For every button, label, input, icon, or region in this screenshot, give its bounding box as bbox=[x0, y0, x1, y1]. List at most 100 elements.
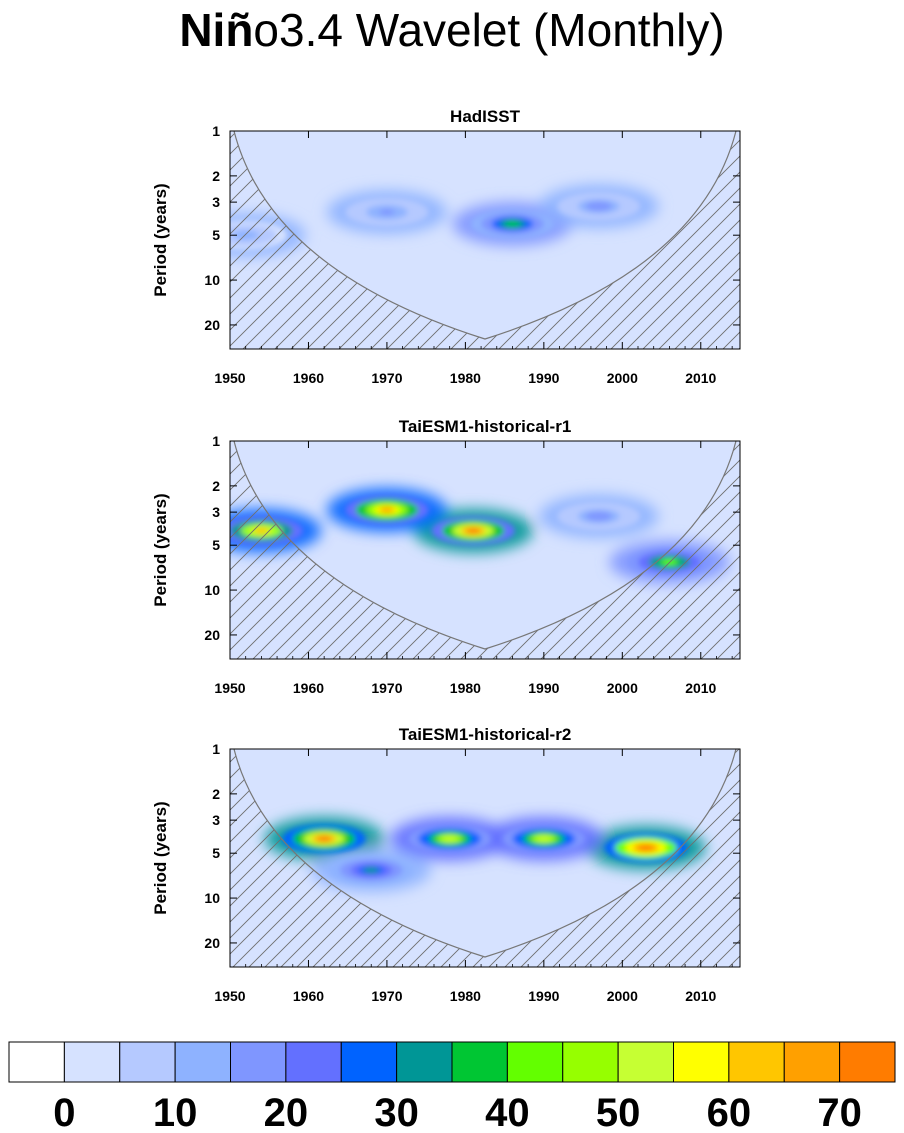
colorbar-swatch bbox=[63, 1041, 121, 1083]
colorbar-swatch bbox=[839, 1041, 896, 1083]
y-axis-label: Period (years) bbox=[151, 493, 170, 606]
power-peak-4-band-4 bbox=[590, 513, 607, 520]
colorbar-label: 20 bbox=[264, 1091, 309, 1133]
plot-frame bbox=[229, 440, 741, 660]
power-peak-0-band-4 bbox=[465, 527, 482, 534]
x-tick-label: 1970 bbox=[371, 680, 402, 696]
power-peak-1-band-4 bbox=[638, 844, 654, 851]
colorbar-label: 0 bbox=[53, 1091, 75, 1133]
x-tick-label: 1980 bbox=[450, 988, 481, 1004]
x-tick-label: 1960 bbox=[293, 370, 324, 386]
y-tick-label: 5 bbox=[212, 537, 220, 553]
x-tick-label: 2000 bbox=[607, 680, 638, 696]
figure-title-bold: Niñ bbox=[179, 4, 253, 56]
x-tick-label: 2010 bbox=[685, 988, 716, 1004]
y-axis-label: Period (years) bbox=[151, 801, 170, 914]
y-axis-label: Period (years) bbox=[151, 183, 170, 296]
y-tick-label: 5 bbox=[212, 845, 220, 861]
y-tick-label: 3 bbox=[212, 504, 220, 520]
y-tick-label: 1 bbox=[212, 123, 220, 139]
x-tick-label: 1950 bbox=[214, 680, 245, 696]
colorbar-label: 50 bbox=[596, 1091, 641, 1133]
cone-of-influence-hatch bbox=[230, 749, 740, 967]
power-peak-0-band-4 bbox=[504, 220, 521, 227]
colorbar-label: 10 bbox=[153, 1091, 198, 1133]
colorbar-swatch bbox=[8, 1041, 65, 1083]
power-peak-1-band-4 bbox=[379, 506, 395, 513]
plot-frame bbox=[229, 130, 741, 350]
x-tick-label: 1980 bbox=[450, 680, 481, 696]
figure-title-rest: o3.4 Wavelet (Monthly) bbox=[253, 4, 724, 56]
panel-3: 1950 1960 1970 1980 1990 2000 2010 1 2 3 5 10 20 TaiE… bbox=[151, 725, 741, 1004]
colorbar-label: 70 bbox=[817, 1091, 862, 1133]
colorbar-label: 60 bbox=[707, 1091, 752, 1133]
y-tick-label: 1 bbox=[212, 741, 220, 757]
plot-area bbox=[230, 131, 740, 349]
panel-2: 1950 1960 1970 1980 1990 2000 2010 1 2 3 5 10 20 TaiE… bbox=[151, 417, 741, 696]
y-tick-label: 2 bbox=[212, 786, 220, 802]
x-tick-label: 1950 bbox=[214, 988, 245, 1004]
x-tick-label: 1990 bbox=[528, 680, 559, 696]
colorbar-swatch bbox=[617, 1041, 674, 1083]
cone-of-influence-hatch bbox=[230, 441, 740, 659]
y-tick-label: 20 bbox=[204, 317, 220, 333]
colorbar-swatch bbox=[285, 1041, 342, 1083]
y-tick-label: 20 bbox=[204, 935, 220, 951]
y-tick-label: 2 bbox=[212, 168, 220, 184]
colorbar: 0 10 20 30 40 50 60 70 bbox=[8, 1041, 896, 1133]
x-tick-label: 2000 bbox=[607, 370, 638, 386]
colorbar-swatch bbox=[562, 1041, 619, 1083]
cone-of-influence-line bbox=[233, 441, 737, 650]
x-tick-label: 1990 bbox=[528, 370, 559, 386]
x-tick-label: 1960 bbox=[293, 680, 324, 696]
y-tick-label: 3 bbox=[212, 812, 220, 828]
power-peak-4-band-4 bbox=[363, 867, 380, 874]
colorbar-swatch bbox=[673, 1041, 730, 1083]
y-tick-label: 10 bbox=[204, 582, 220, 598]
power-peak-2-band-4 bbox=[379, 209, 395, 216]
x-tick-label: 2010 bbox=[685, 370, 716, 386]
colorbar-label: 40 bbox=[485, 1091, 530, 1133]
x-tick-label: 1970 bbox=[371, 370, 402, 386]
colorbar-swatch bbox=[506, 1041, 564, 1083]
colorbar-swatch bbox=[119, 1041, 176, 1083]
colorbar-label: 30 bbox=[374, 1091, 419, 1133]
plot-frame bbox=[229, 748, 741, 968]
x-tick-label: 1950 bbox=[214, 370, 245, 386]
cone-of-influence-hatch bbox=[230, 131, 740, 349]
y-tick-label: 1 bbox=[212, 433, 220, 449]
y-tick-label: 3 bbox=[212, 194, 220, 210]
colorbar-swatch bbox=[451, 1041, 508, 1083]
panel-title: HadISST bbox=[450, 107, 521, 126]
power-peak-0-band-4 bbox=[316, 835, 332, 842]
colorbar-swatch bbox=[174, 1041, 231, 1083]
cone-of-influence-line bbox=[233, 749, 737, 958]
x-tick-label: 1990 bbox=[528, 988, 559, 1004]
y-tick-label: 20 bbox=[204, 627, 220, 643]
y-tick-label: 10 bbox=[204, 890, 220, 906]
colorbar-swatch bbox=[230, 1041, 287, 1083]
panel-title: TaiESM1-historical-r1 bbox=[399, 417, 572, 436]
colorbar-swatch bbox=[728, 1041, 785, 1083]
x-tick-label: 1980 bbox=[450, 370, 481, 386]
cone-of-influence-line bbox=[233, 131, 737, 340]
plot-area bbox=[230, 749, 740, 967]
x-tick-label: 2000 bbox=[607, 988, 638, 1004]
y-tick-label: 2 bbox=[212, 478, 220, 494]
power-peak-1-band-4 bbox=[590, 203, 607, 210]
power-peak-2-band-4 bbox=[441, 835, 458, 842]
panel-1: 1950 1960 1970 1980 1990 2000 2010 1 2 3 5 10 20 HadI… bbox=[151, 107, 741, 386]
plot-area bbox=[230, 441, 740, 659]
figure-title: Niño3.4 Wavelet (Monthly) bbox=[179, 4, 724, 56]
power-contours bbox=[282, 824, 688, 885]
colorbar-swatch bbox=[340, 1041, 398, 1083]
x-tick-label: 1960 bbox=[293, 988, 324, 1004]
panel-title: TaiESM1-historical-r2 bbox=[399, 725, 572, 744]
y-tick-label: 10 bbox=[204, 272, 220, 288]
x-tick-label: 2010 bbox=[685, 680, 716, 696]
power-peak-3-band-4 bbox=[536, 835, 552, 842]
x-tick-label: 1970 bbox=[371, 988, 402, 1004]
colorbar-swatch bbox=[783, 1041, 841, 1083]
y-tick-label: 5 bbox=[212, 227, 220, 243]
